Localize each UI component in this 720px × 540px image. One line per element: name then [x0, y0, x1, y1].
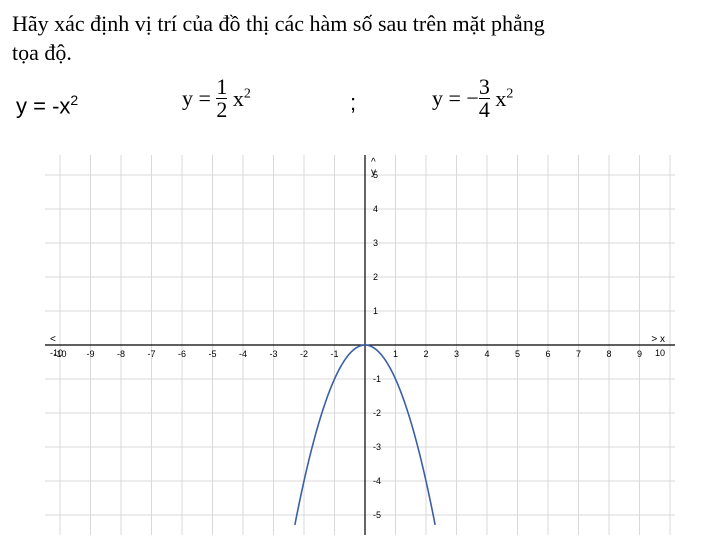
- svg-text:10: 10: [655, 348, 665, 358]
- svg-text:y: y: [371, 167, 376, 178]
- eq3-frac: 34: [479, 76, 490, 121]
- svg-text:-5: -5: [373, 510, 381, 520]
- eq1-exp: 2: [70, 92, 78, 108]
- equation-1: y = -x2: [16, 92, 78, 119]
- svg-text:8: 8: [606, 349, 611, 359]
- eq3-y: y =: [432, 86, 466, 111]
- svg-text:-1: -1: [330, 349, 338, 359]
- svg-text:5: 5: [515, 349, 520, 359]
- equations-row: y = -x2 y = 12 x2 ; y = −34 x2: [12, 76, 708, 136]
- svg-text:> x: > x: [651, 334, 665, 345]
- eq3-den: 4: [479, 98, 490, 121]
- eq3-num: 3: [479, 76, 490, 98]
- eq3-neg: −: [466, 86, 478, 111]
- equation-2: y = 12 x2: [182, 76, 251, 121]
- eq1-prefix: y = -x: [16, 93, 70, 118]
- svg-text:3: 3: [454, 349, 459, 359]
- svg-text:-8: -8: [117, 349, 125, 359]
- graph-svg: -10 -9 -8 -7 -6 -5 -4 -3 -2 -1 1 2 3 4 5 6 7 8 9 -5 -4 -3 -2 -1…: [45, 155, 675, 535]
- svg-text:4: 4: [373, 204, 378, 214]
- svg-text:-3: -3: [373, 442, 381, 452]
- svg-text:7: 7: [576, 349, 581, 359]
- eq2-y: y =: [182, 86, 216, 111]
- svg-text:-4: -4: [239, 349, 247, 359]
- svg-text:<: <: [50, 334, 56, 345]
- svg-text:-5: -5: [208, 349, 216, 359]
- svg-text:2: 2: [373, 272, 378, 282]
- svg-text:2: 2: [423, 349, 428, 359]
- svg-text:-10: -10: [50, 348, 63, 358]
- eq3-tail-exp: 2: [506, 86, 513, 101]
- question-text: Hãy xác định vị trí của đồ thị các hàm s…: [12, 10, 708, 67]
- svg-text:9: 9: [637, 349, 642, 359]
- question-line2: tọa độ.: [12, 40, 72, 65]
- eq2-frac: 12: [216, 76, 227, 121]
- svg-text:1: 1: [373, 306, 378, 316]
- eq2-num: 1: [216, 76, 227, 98]
- eq2-den: 2: [216, 98, 227, 121]
- svg-text:-9: -9: [86, 349, 94, 359]
- svg-text:-4: -4: [373, 476, 381, 486]
- svg-text:-2: -2: [300, 349, 308, 359]
- svg-text:1: 1: [393, 349, 398, 359]
- svg-text:-6: -6: [178, 349, 186, 359]
- eq2-tail: x2: [227, 86, 251, 111]
- svg-text:4: 4: [484, 349, 489, 359]
- question-line1: Hãy xác định vị trí của đồ thị các hàm s…: [12, 11, 545, 36]
- svg-text:-1: -1: [373, 374, 381, 384]
- eq3-tail: x2: [490, 86, 514, 111]
- svg-text:-3: -3: [269, 349, 277, 359]
- equation-3: y = −34 x2: [432, 76, 513, 121]
- svg-text:3: 3: [373, 238, 378, 248]
- coordinate-graph: -10 -9 -8 -7 -6 -5 -4 -3 -2 -1 1 2 3 4 5 6 7 8 9 -5 -4 -3 -2 -1…: [45, 155, 675, 535]
- eq2-tail-exp: 2: [244, 86, 251, 101]
- svg-text:-7: -7: [147, 349, 155, 359]
- semicolon: ;: [350, 90, 356, 116]
- svg-text:-2: -2: [373, 408, 381, 418]
- svg-text:6: 6: [545, 349, 550, 359]
